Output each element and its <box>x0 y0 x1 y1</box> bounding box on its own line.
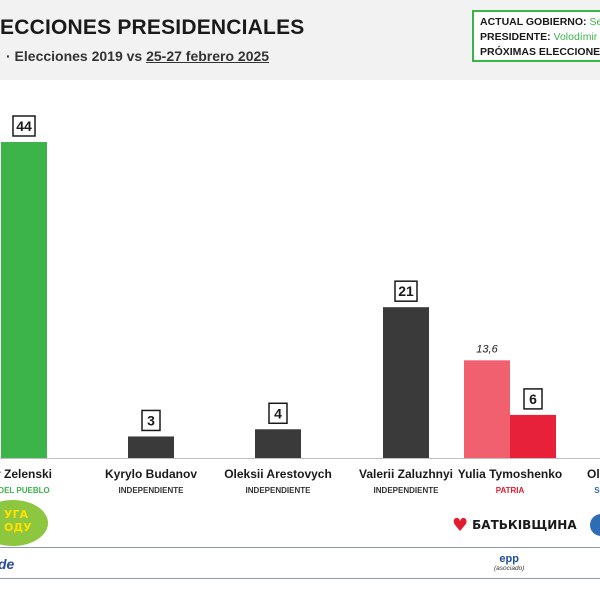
party-label-5: SO <box>594 486 600 495</box>
footer-divider <box>0 547 600 548</box>
subtitle-dates: 25-27 febrero 2025 <box>146 48 270 64</box>
data-label-2019-4: 13,6 <box>476 343 498 355</box>
president-value: Volodímir Z <box>553 31 600 43</box>
president-label: PRESIDENTE: <box>480 31 551 43</box>
gov-label: ACTUAL GOBIERNO: <box>480 16 587 28</box>
next-elections-label: PRÓXIMAS ELECCIONES <box>480 46 600 58</box>
party-label-0: DEL PUEBLO <box>0 486 50 495</box>
data-label-box-3 <box>394 280 418 302</box>
sn-logo-text: УГА ОДУ <box>4 508 32 534</box>
party-label-3: INDEPENDIENTE <box>374 486 440 495</box>
batk-logo-text: БАТЬКІВЩИНА <box>472 518 577 532</box>
category-label-0: r Zelenski <box>0 467 52 481</box>
epp-associated-note: (asociado) <box>494 565 525 572</box>
category-label-4: Yulia Tymoshenko <box>458 467 562 481</box>
category-label-1: Kyrylo Budanov <box>105 467 197 481</box>
bar-2025-1 <box>128 436 174 458</box>
bar-2019-4 <box>464 360 510 458</box>
data-label-box-1 <box>141 409 161 432</box>
batkivshchyna-logo: ♥ БАТЬКІВЩИНА <box>452 515 577 536</box>
data-label-2025-2: 4 <box>274 405 282 421</box>
party-label-1: INDEPENDIENTE <box>119 486 185 495</box>
gov-value: Ser <box>589 16 600 28</box>
category-label-2: Oleksii Arestovych <box>224 467 332 481</box>
data-label-2025-1: 3 <box>147 412 155 428</box>
party-logo-blue <box>590 514 600 536</box>
subtitle-prefix: · Elecciones 2019 vs <box>6 48 147 64</box>
bar-2025-2 <box>255 429 301 458</box>
data-label-2025-0: 44 <box>16 118 32 134</box>
servant-of-the-people-logo: УГА ОДУ <box>0 500 48 546</box>
party-label-2: INDEPENDIENTE <box>246 486 312 495</box>
data-label-2025-4: 6 <box>529 391 537 407</box>
data-label-box-0 <box>12 115 36 137</box>
page-subtitle: · Elecciones 2019 vs 25-27 febrero 2025 <box>6 48 269 64</box>
government-info-box: ACTUAL GOBIERNO: Ser PRESIDENTE: Volodím… <box>472 10 600 62</box>
bar-2025-0 <box>1 142 47 458</box>
header-band: ECCIONES PRESIDENCIALES · Elecciones 201… <box>0 0 600 80</box>
bar-2025-4 <box>510 414 556 458</box>
epp-logo-text: epp <box>499 553 519 565</box>
data-label-box-4 <box>523 388 543 410</box>
bar-2025-3 <box>383 307 429 458</box>
party-label-4: PATRIA <box>496 486 525 495</box>
footer-divider-bottom <box>0 578 600 579</box>
epp-logo: epp (asociado) <box>494 554 524 574</box>
data-label-box-2 <box>268 402 288 425</box>
heart-icon: ♥ <box>452 515 469 536</box>
category-label-3: Valerii Zaluzhnyi <box>359 467 453 481</box>
bar-chart: 44 r Zelenski DEL PUEBLO 3 Kyrylo Budanov IND… <box>0 115 600 495</box>
category-label-5: Olek <box>587 467 600 481</box>
data-label-2025-3: 21 <box>398 283 414 299</box>
renew-europe-logo: de <box>0 556 15 572</box>
page-title: ECCIONES PRESIDENCIALES <box>0 16 305 39</box>
